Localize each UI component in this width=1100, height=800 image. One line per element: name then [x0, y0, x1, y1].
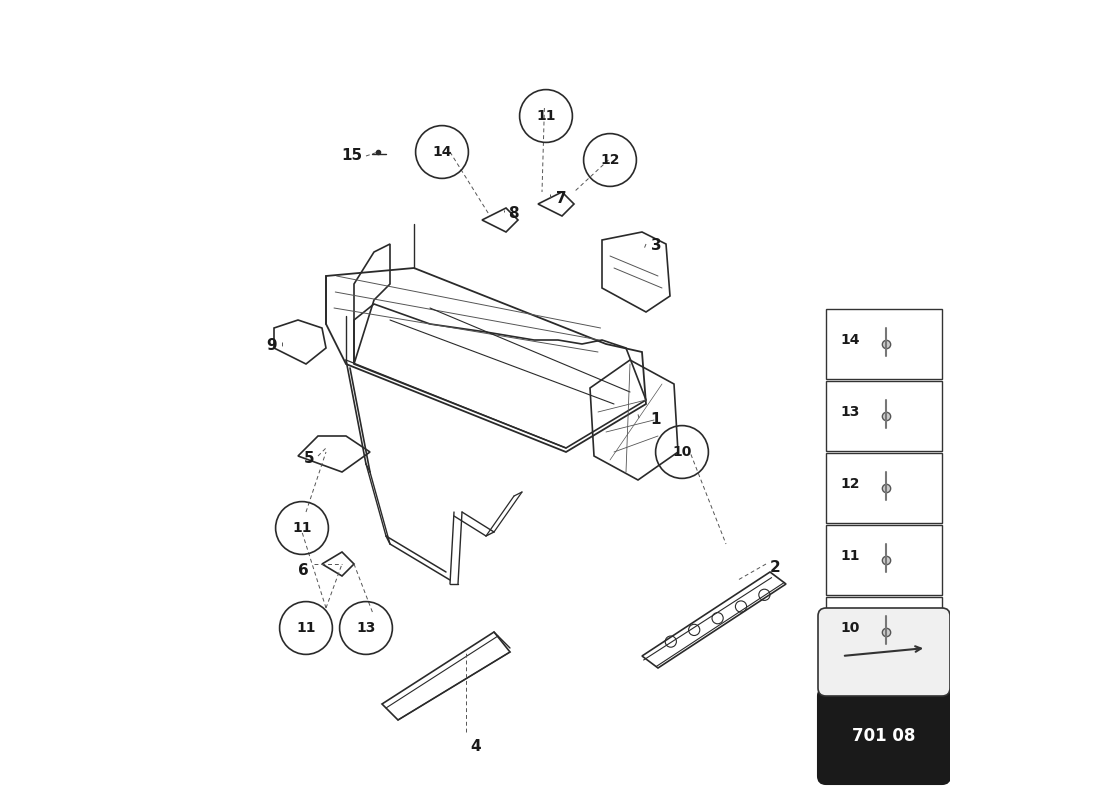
Text: 701 08: 701 08	[852, 727, 915, 745]
FancyBboxPatch shape	[818, 608, 950, 696]
Text: 5: 5	[305, 451, 315, 466]
FancyBboxPatch shape	[818, 688, 950, 784]
Text: 11: 11	[293, 521, 311, 535]
Text: 14: 14	[432, 145, 452, 159]
Text: 14: 14	[840, 333, 860, 347]
Text: 2: 2	[770, 561, 781, 575]
Text: 10: 10	[672, 445, 692, 459]
Text: 12: 12	[840, 477, 860, 491]
Text: 11: 11	[296, 621, 316, 635]
Text: 12: 12	[601, 153, 619, 167]
Text: 15: 15	[341, 149, 362, 163]
Text: 13: 13	[356, 621, 376, 635]
Text: 7: 7	[557, 191, 566, 206]
Text: 13: 13	[840, 405, 860, 419]
Text: 9: 9	[266, 338, 276, 353]
Text: 11: 11	[840, 549, 860, 563]
Text: 8: 8	[508, 206, 519, 221]
Text: 6: 6	[298, 563, 308, 578]
Text: 11: 11	[537, 109, 556, 123]
Text: 3: 3	[651, 238, 661, 253]
Text: 10: 10	[840, 621, 860, 635]
Text: 1: 1	[650, 413, 660, 427]
Text: 4: 4	[470, 739, 481, 754]
